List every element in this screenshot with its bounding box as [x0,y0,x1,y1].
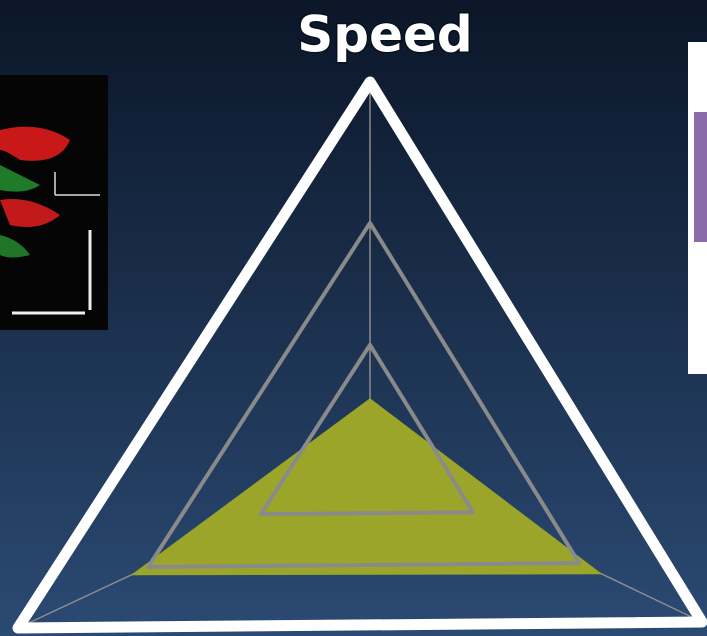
outer-frame [12,76,707,634]
grid-ring [146,220,582,569]
data-area [130,398,603,576]
grid-ring [258,342,475,517]
left-image [0,75,108,330]
radar-chart: Speed [12,4,707,634]
axis-label: Speed [297,6,472,64]
right-image [688,42,707,374]
